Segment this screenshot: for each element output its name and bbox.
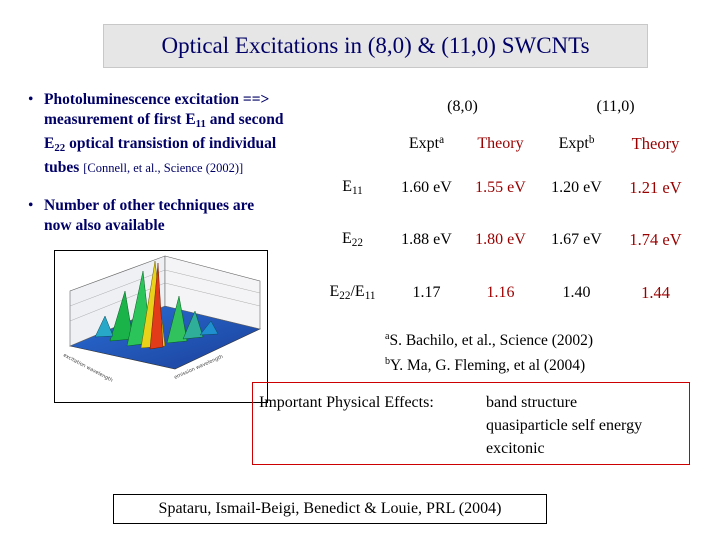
row-label-ratio: E22/E11	[316, 266, 389, 319]
cell-e22-theory-8-0: 1.80 eV	[464, 212, 537, 267]
cell-ratio-expt-11-0: 1.40	[536, 266, 617, 319]
cell-e11-expt-8-0: 1.60 eV	[388, 162, 465, 213]
cell-ratio-theory-8-0: 1.16	[464, 266, 537, 319]
citation-text: Spataru, Ismail-Beigi, Benedict & Louie,…	[158, 500, 502, 517]
reference-b-marker: b	[385, 356, 391, 367]
row-label-slash-e: /E	[350, 283, 365, 300]
physical-effects-label: Important Physical Effects:	[259, 394, 434, 411]
col-header-theory-8-0: Theory	[464, 124, 537, 163]
table-row-e11: E11 1.60 eV 1.55 eV 1.20 eV 1.21 eV	[316, 162, 695, 213]
row-label-sub: 22	[339, 290, 351, 302]
table-corner-cell	[316, 88, 389, 125]
slide-title-text: Optical Excitations in (8,0) & (11,0) SW…	[161, 33, 590, 58]
cell-ratio-expt-8-0: 1.17	[388, 266, 465, 319]
row-label-sub: 11	[352, 185, 363, 197]
cell-e11-theory-11-0: 1.21 eV	[616, 162, 695, 213]
row-label-e: E	[342, 178, 352, 195]
reference-a-marker: a	[385, 331, 390, 342]
effect-item: quasiparticle self energy	[486, 417, 643, 434]
col-header-expt-a: Expta	[388, 124, 465, 163]
row-label-e: E	[329, 283, 340, 300]
ple-surface-plot-image: excitation wavelength emission wavelengt…	[54, 250, 268, 403]
row-label-sub-2: 11	[364, 290, 376, 302]
effect-item: excitonic	[486, 440, 545, 457]
bullet-dot: •	[28, 91, 34, 108]
reference-b: bY. Ma, G. Fleming, et al (2004)	[385, 351, 593, 376]
reference-a-text: S. Bachilo, et al., Science (2002)	[389, 332, 594, 349]
bullet-2-line-2: now also available	[44, 217, 165, 234]
reference-a: aS. Bachilo, et al., Science (2002)	[385, 326, 593, 351]
table-row-e22: E22 1.88 eV 1.80 eV 1.67 eV 1.74 eV	[316, 212, 695, 267]
bullet-1-sub-22: 22	[54, 142, 66, 154]
cell-e11-theory-8-0: 1.55 eV	[464, 162, 537, 213]
transition-energy-table: (8,0) (11,0) Expta Theory Exptb Theory E…	[316, 88, 695, 319]
col-header-expt-b: Exptb	[536, 124, 617, 163]
svg-text:excitation wavelength: excitation wavelength	[62, 352, 114, 383]
row-label-sub: 22	[351, 237, 363, 249]
bullet-other-techniques: • Number of other techniques are now als…	[28, 196, 328, 236]
bullet-1-line-2-end: and second	[205, 111, 284, 128]
table-row-ratio: E22/E11 1.17 1.16 1.40 1.44	[316, 266, 695, 319]
slide-title: Optical Excitations in (8,0) & (11,0) SW…	[103, 24, 648, 68]
bullet-1-citation: [Connell, et al., Science (2002)]	[83, 161, 244, 175]
surface-plot-graphic: excitation wavelength emission wavelengt…	[62, 255, 261, 384]
table-group-header-row: (8,0) (11,0)	[316, 88, 695, 125]
cell-e11-expt-11-0: 1.20 eV	[536, 162, 617, 213]
sup-a: a	[439, 134, 445, 146]
bullet-1-line-4: tubes	[44, 159, 80, 176]
group-header-8-0: (8,0)	[388, 88, 537, 125]
expt-label: Expt	[408, 135, 440, 152]
expt-label: Expt	[558, 135, 589, 152]
reference-b-text: Y. Ma, G. Fleming, et al (2004)	[390, 357, 586, 374]
row-label-e22: E22	[316, 212, 389, 267]
row-label-e11: E11	[316, 162, 389, 213]
cell-e22-theory-11-0: 1.74 eV	[616, 212, 695, 267]
table-corner-cell	[316, 124, 389, 163]
bullet-1-line-1: Photoluminescence excitation ==>	[44, 91, 270, 108]
bullet-photoluminescence: • Photoluminescence excitation ==> measu…	[28, 90, 328, 178]
sup-b: b	[588, 134, 595, 146]
row-label-e: E	[342, 230, 352, 247]
bullet-1-line-3: E	[44, 135, 55, 152]
physical-effects-list: band structure quasiparticle self energy…	[486, 391, 642, 460]
table-references: aS. Bachilo, et al., Science (2002) bY. …	[385, 326, 593, 376]
table-column-header-row: Expta Theory Exptb Theory	[316, 124, 695, 163]
bullet-1-line-2: measurement of first E	[44, 111, 196, 128]
cell-ratio-theory-11-0: 1.44	[616, 266, 695, 319]
cell-e22-expt-11-0: 1.67 eV	[536, 212, 617, 267]
cell-e22-expt-8-0: 1.88 eV	[388, 212, 465, 267]
bullet-dot: •	[28, 197, 34, 214]
bullet-1-line-3-end: optical transistion of individual	[65, 135, 277, 152]
bullet-list: • Photoluminescence excitation ==> measu…	[28, 90, 328, 236]
group-header-11-0: (11,0)	[536, 88, 695, 125]
citation-box: Spataru, Ismail-Beigi, Benedict & Louie,…	[113, 494, 547, 524]
col-header-theory-11-0: Theory	[616, 124, 695, 163]
bullet-2-line-1: Number of other techniques are	[44, 197, 255, 214]
physical-effects-box: Important Physical Effects: band structu…	[252, 382, 690, 465]
bullet-1-sub-11: 11	[195, 118, 206, 130]
effect-item: band structure	[486, 394, 578, 411]
